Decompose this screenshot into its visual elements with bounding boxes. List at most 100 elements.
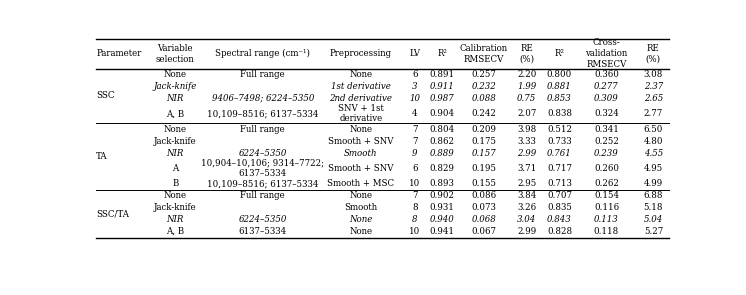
Text: 10,109–8516; 6137–5334: 10,109–8516; 6137–5334 (207, 109, 319, 118)
Text: 2.77: 2.77 (644, 109, 663, 118)
Text: 3.98: 3.98 (517, 125, 536, 134)
Text: RE
(%): RE (%) (646, 44, 661, 64)
Text: 2.99: 2.99 (517, 227, 536, 236)
Text: 0.242: 0.242 (471, 109, 496, 118)
Text: 0.889: 0.889 (430, 148, 454, 158)
Text: Calibration
RMSECV: Calibration RMSECV (460, 44, 508, 64)
Text: 10: 10 (409, 179, 420, 188)
Text: 0.713: 0.713 (547, 179, 572, 188)
Text: 10,109–8516; 6137–5334: 10,109–8516; 6137–5334 (207, 179, 319, 188)
Text: 0.800: 0.800 (547, 70, 572, 79)
Text: 2.07: 2.07 (517, 109, 536, 118)
Text: 0.707: 0.707 (547, 191, 572, 200)
Text: 0.324: 0.324 (594, 109, 619, 118)
Text: 10,904–10,106; 9314–7722;
6137–5334: 10,904–10,106; 9314–7722; 6137–5334 (201, 159, 325, 178)
Text: 0.761: 0.761 (547, 148, 572, 158)
Text: 8: 8 (412, 215, 418, 224)
Text: 0.073: 0.073 (471, 203, 496, 212)
Text: 0.75: 0.75 (517, 94, 536, 103)
Text: 3.08: 3.08 (644, 70, 663, 79)
Text: None: None (349, 215, 373, 224)
Text: NIR: NIR (166, 215, 184, 224)
Text: 0.341: 0.341 (594, 125, 619, 134)
Text: 0.891: 0.891 (430, 70, 454, 79)
Text: NIR: NIR (166, 148, 184, 158)
Text: 0.155: 0.155 (471, 179, 496, 188)
Text: 0.118: 0.118 (594, 227, 619, 236)
Text: 0.853: 0.853 (547, 94, 572, 103)
Text: 1st derivative: 1st derivative (331, 82, 391, 91)
Text: 0.733: 0.733 (547, 137, 572, 145)
Text: 10: 10 (409, 227, 420, 236)
Text: 3.26: 3.26 (517, 203, 536, 212)
Text: 0.232: 0.232 (471, 82, 496, 91)
Text: None: None (349, 227, 372, 236)
Text: 2.20: 2.20 (517, 70, 536, 79)
Text: A, B: A, B (166, 227, 184, 236)
Text: B: B (172, 179, 178, 188)
Text: 4.99: 4.99 (644, 179, 663, 188)
Text: 0.360: 0.360 (594, 70, 619, 79)
Text: 0.262: 0.262 (594, 179, 619, 188)
Text: 0.904: 0.904 (430, 109, 454, 118)
Text: 0.987: 0.987 (430, 94, 454, 103)
Text: 0.113: 0.113 (594, 215, 619, 224)
Text: Full range: Full range (240, 70, 285, 79)
Text: R²: R² (437, 49, 447, 58)
Text: Parameter: Parameter (96, 49, 142, 58)
Text: 10: 10 (410, 94, 420, 103)
Text: Smooth + SNV: Smooth + SNV (328, 164, 394, 173)
Text: 0.088: 0.088 (471, 94, 496, 103)
Text: 0.067: 0.067 (471, 227, 496, 236)
Text: 6: 6 (412, 70, 418, 79)
Text: SSC/TA: SSC/TA (96, 209, 129, 218)
Text: 3.04: 3.04 (517, 215, 536, 224)
Text: TA: TA (96, 152, 108, 161)
Text: 0.086: 0.086 (471, 191, 496, 200)
Text: SSC: SSC (96, 91, 115, 100)
Text: 0.257: 0.257 (471, 70, 496, 79)
Text: 0.881: 0.881 (547, 82, 572, 91)
Text: 3.33: 3.33 (517, 137, 536, 145)
Text: 1.99: 1.99 (517, 82, 536, 91)
Text: 6224–5350: 6224–5350 (239, 148, 287, 158)
Text: 6.50: 6.50 (644, 125, 663, 134)
Text: Jack-knife: Jack-knife (154, 82, 197, 91)
Text: 6: 6 (412, 164, 418, 173)
Text: Full range: Full range (240, 125, 285, 134)
Text: 2.95: 2.95 (517, 179, 536, 188)
Text: 0.931: 0.931 (430, 203, 454, 212)
Text: 4.95: 4.95 (644, 164, 663, 173)
Text: Preprocessing: Preprocessing (330, 49, 392, 58)
Text: 5.27: 5.27 (644, 227, 663, 236)
Text: 0.309: 0.309 (594, 94, 619, 103)
Text: 9406–7498; 6224–5350: 9406–7498; 6224–5350 (212, 94, 314, 103)
Text: None: None (349, 125, 372, 134)
Text: 0.828: 0.828 (547, 227, 572, 236)
Text: 0.940: 0.940 (430, 215, 454, 224)
Text: Smooth: Smooth (344, 148, 377, 158)
Text: None: None (163, 125, 186, 134)
Text: Smooth: Smooth (345, 203, 377, 212)
Text: 0.911: 0.911 (430, 82, 454, 91)
Text: Variable
selection: Variable selection (156, 44, 195, 64)
Text: 5.04: 5.04 (644, 215, 663, 224)
Text: 0.512: 0.512 (547, 125, 572, 134)
Text: 2.37: 2.37 (644, 82, 663, 91)
Text: 3.71: 3.71 (517, 164, 536, 173)
Text: A, B: A, B (166, 109, 184, 118)
Text: 0.252: 0.252 (594, 137, 619, 145)
Text: Full range: Full range (240, 191, 285, 200)
Text: 9: 9 (412, 148, 418, 158)
Text: 0.175: 0.175 (471, 137, 496, 145)
Text: None: None (349, 70, 372, 79)
Text: 4.80: 4.80 (644, 137, 663, 145)
Text: 0.829: 0.829 (430, 164, 454, 173)
Text: 7: 7 (412, 125, 418, 134)
Text: 6224–5350: 6224–5350 (239, 215, 287, 224)
Text: 0.157: 0.157 (471, 148, 496, 158)
Text: 0.941: 0.941 (430, 227, 454, 236)
Text: 6.88: 6.88 (644, 191, 663, 200)
Text: LV: LV (410, 49, 420, 58)
Text: 0.902: 0.902 (430, 191, 454, 200)
